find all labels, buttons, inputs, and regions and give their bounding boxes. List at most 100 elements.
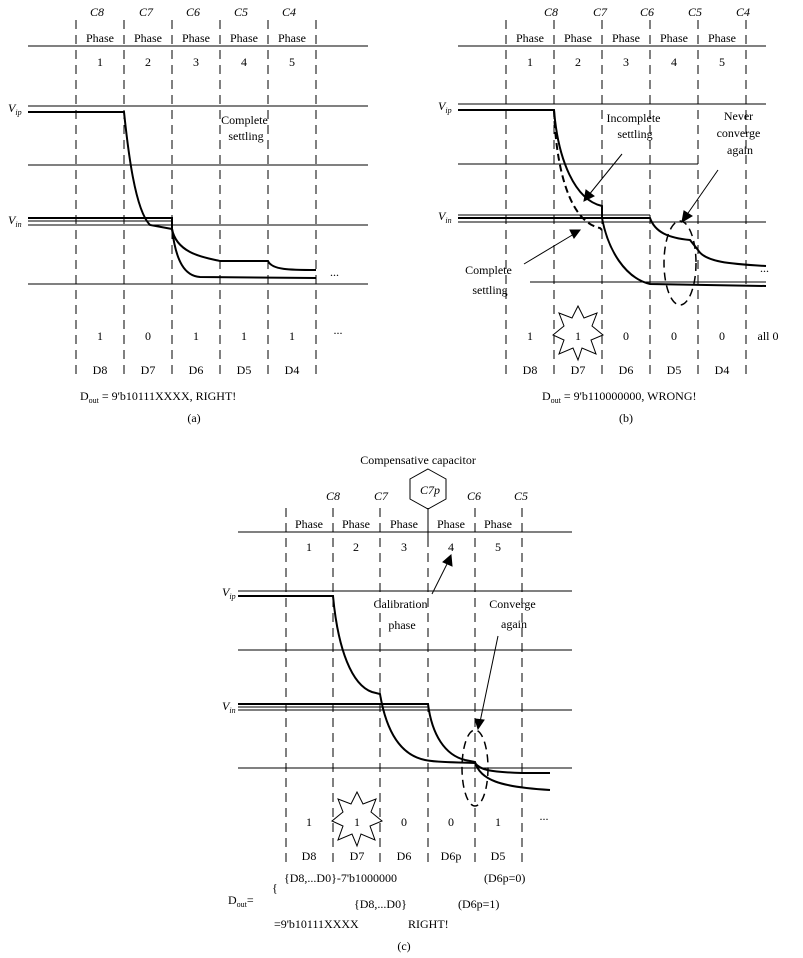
phase-number: 3 xyxy=(623,55,629,69)
bit-value: 1 xyxy=(241,329,247,343)
cap-label-c6: C6 xyxy=(467,489,481,503)
d-label: D5 xyxy=(237,363,252,377)
vp-waveform-incomplete xyxy=(458,109,603,218)
bit-value: 1 xyxy=(289,329,295,343)
phase-boundaries xyxy=(75,20,317,378)
cap-label-c8: C8 xyxy=(326,489,340,503)
bit-value: 0 xyxy=(145,329,151,343)
bits-tail: all 0 xyxy=(758,329,779,343)
dout-result: Dout = 9'b110000000, WRONG! xyxy=(542,389,697,405)
vn-waveform xyxy=(458,217,767,267)
bit-values: 1 1 0 0 0 all 0 xyxy=(527,329,779,343)
phase-number: 5 xyxy=(719,55,725,69)
cap-label-c7: C7 xyxy=(139,5,154,19)
bit-value: 1 xyxy=(527,329,533,343)
bit-value: 0 xyxy=(401,815,407,829)
vip-label: Vip xyxy=(222,585,236,601)
phase-label: Phase xyxy=(295,517,323,531)
phase-label: Phase xyxy=(230,31,258,45)
phase-label: Phase xyxy=(437,517,465,531)
annotation-calibration-phase: Calibration phase xyxy=(374,597,431,632)
cap-label-c5: C5 xyxy=(514,489,528,503)
waveforms xyxy=(238,595,551,791)
phase-boundaries xyxy=(285,508,523,866)
bit-value-error: 1 xyxy=(354,815,360,829)
phase-number: 3 xyxy=(401,540,407,554)
bit-value: 1 xyxy=(193,329,199,343)
phase-number: 5 xyxy=(495,540,501,554)
cap-label-c8: C8 xyxy=(544,5,558,19)
phase-boundaries xyxy=(505,20,747,378)
waveforms xyxy=(28,111,317,279)
formula-right: RIGHT! xyxy=(408,917,449,931)
divergence-ellipse xyxy=(663,220,697,306)
vp-waveform-after xyxy=(601,217,767,287)
phase-number: 2 xyxy=(145,55,151,69)
phase-headers: Phase Phase Phase Phase Phase 1 2 3 4 5 xyxy=(86,31,306,69)
cap-label-c4: C4 xyxy=(736,5,750,19)
phase-number: 4 xyxy=(241,55,247,69)
reference-lines xyxy=(458,45,766,283)
panel-c: Compensative capacitor C7p C8 C7 C6 C5 P… xyxy=(222,453,572,953)
phase-label: Phase xyxy=(660,31,688,45)
phase-headers: Phase Phase Phase Phase Phase 1 2 3 4 5 xyxy=(295,517,512,554)
bit-value: 1 xyxy=(306,815,312,829)
d-labels: D8 D7 D6 D6p D5 xyxy=(302,849,506,863)
d-label: D7 xyxy=(350,849,365,863)
bit-value: 1 xyxy=(495,815,501,829)
phase-number: 2 xyxy=(575,55,581,69)
d-label: D6p xyxy=(441,849,462,863)
phase-number: 4 xyxy=(448,540,454,554)
formula-line-2: {D8,...D0} xyxy=(354,897,407,911)
vp-waveform xyxy=(238,595,550,774)
cap-label-c7: C7 xyxy=(374,489,389,503)
phase-headers: Phase Phase Phase Phase Phase 1 2 3 4 5 xyxy=(516,31,736,69)
cap-label-c5: C5 xyxy=(234,5,248,19)
vin-label: Vin xyxy=(8,213,22,229)
phase-label: Phase xyxy=(708,31,736,45)
d-label: D8 xyxy=(523,363,538,377)
caption-c: (c) xyxy=(397,939,410,953)
phase-label: Phase xyxy=(182,31,210,45)
reference-lines xyxy=(238,531,572,769)
d-label: D6 xyxy=(619,363,634,377)
phase-label: Phase xyxy=(342,517,370,531)
ellipsis: ... xyxy=(760,261,769,275)
vp-waveform xyxy=(28,111,317,279)
cap-labels: C8 C7 C6 C5 C4 xyxy=(544,5,750,19)
formula-condition-2: (D6p=1) xyxy=(458,897,499,911)
d-labels: D8 D7 D6 D5 D4 xyxy=(523,363,730,377)
vn-waveform xyxy=(238,703,551,791)
phase-label: Phase xyxy=(516,31,544,45)
bit-value: 0 xyxy=(448,815,454,829)
dout-result: Dout = 9'b10111XXXX, RIGHT! xyxy=(80,389,236,405)
phase-number: 1 xyxy=(97,55,103,69)
cap-labels: C8 C7 C6 C5 xyxy=(326,489,528,503)
phase-number: 3 xyxy=(193,55,199,69)
phase-number: 4 xyxy=(671,55,677,69)
formula-condition-1: (D6p=0) xyxy=(484,871,525,885)
phase-number: 1 xyxy=(527,55,533,69)
ellipsis: ... xyxy=(330,265,339,279)
phase-number: 1 xyxy=(306,540,312,554)
vip-label: Vip xyxy=(8,101,22,117)
phase-label: Phase xyxy=(134,31,162,45)
caption-a: (a) xyxy=(187,411,200,425)
d-label: D7 xyxy=(571,363,586,377)
bit-value: 0 xyxy=(623,329,629,343)
bit-values: 1 1 0 0 1 ... xyxy=(306,809,549,829)
cap-labels: C8 C7 C6 C5 C4 xyxy=(90,5,296,19)
caption-b: (b) xyxy=(619,411,633,425)
annotation-never-converge: Never converge again xyxy=(717,109,764,157)
bit-value: 1 xyxy=(97,329,103,343)
panel-b: C8 C7 C6 C5 C4 Phase Phase Phase Phase P… xyxy=(438,5,779,425)
vin-label: Vin xyxy=(222,699,236,715)
annotation-incomplete-settling: Incomplete settling xyxy=(607,111,664,141)
annotation-converge-again: Converge again xyxy=(489,597,538,631)
bit-values: 1 0 1 1 1 ... xyxy=(97,323,343,343)
cap-label-c6: C6 xyxy=(640,5,654,19)
bit-value: 0 xyxy=(719,329,725,343)
phase-label: Phase xyxy=(484,517,512,531)
d-labels: D8 D7 D6 D5 D4 xyxy=(93,363,300,377)
